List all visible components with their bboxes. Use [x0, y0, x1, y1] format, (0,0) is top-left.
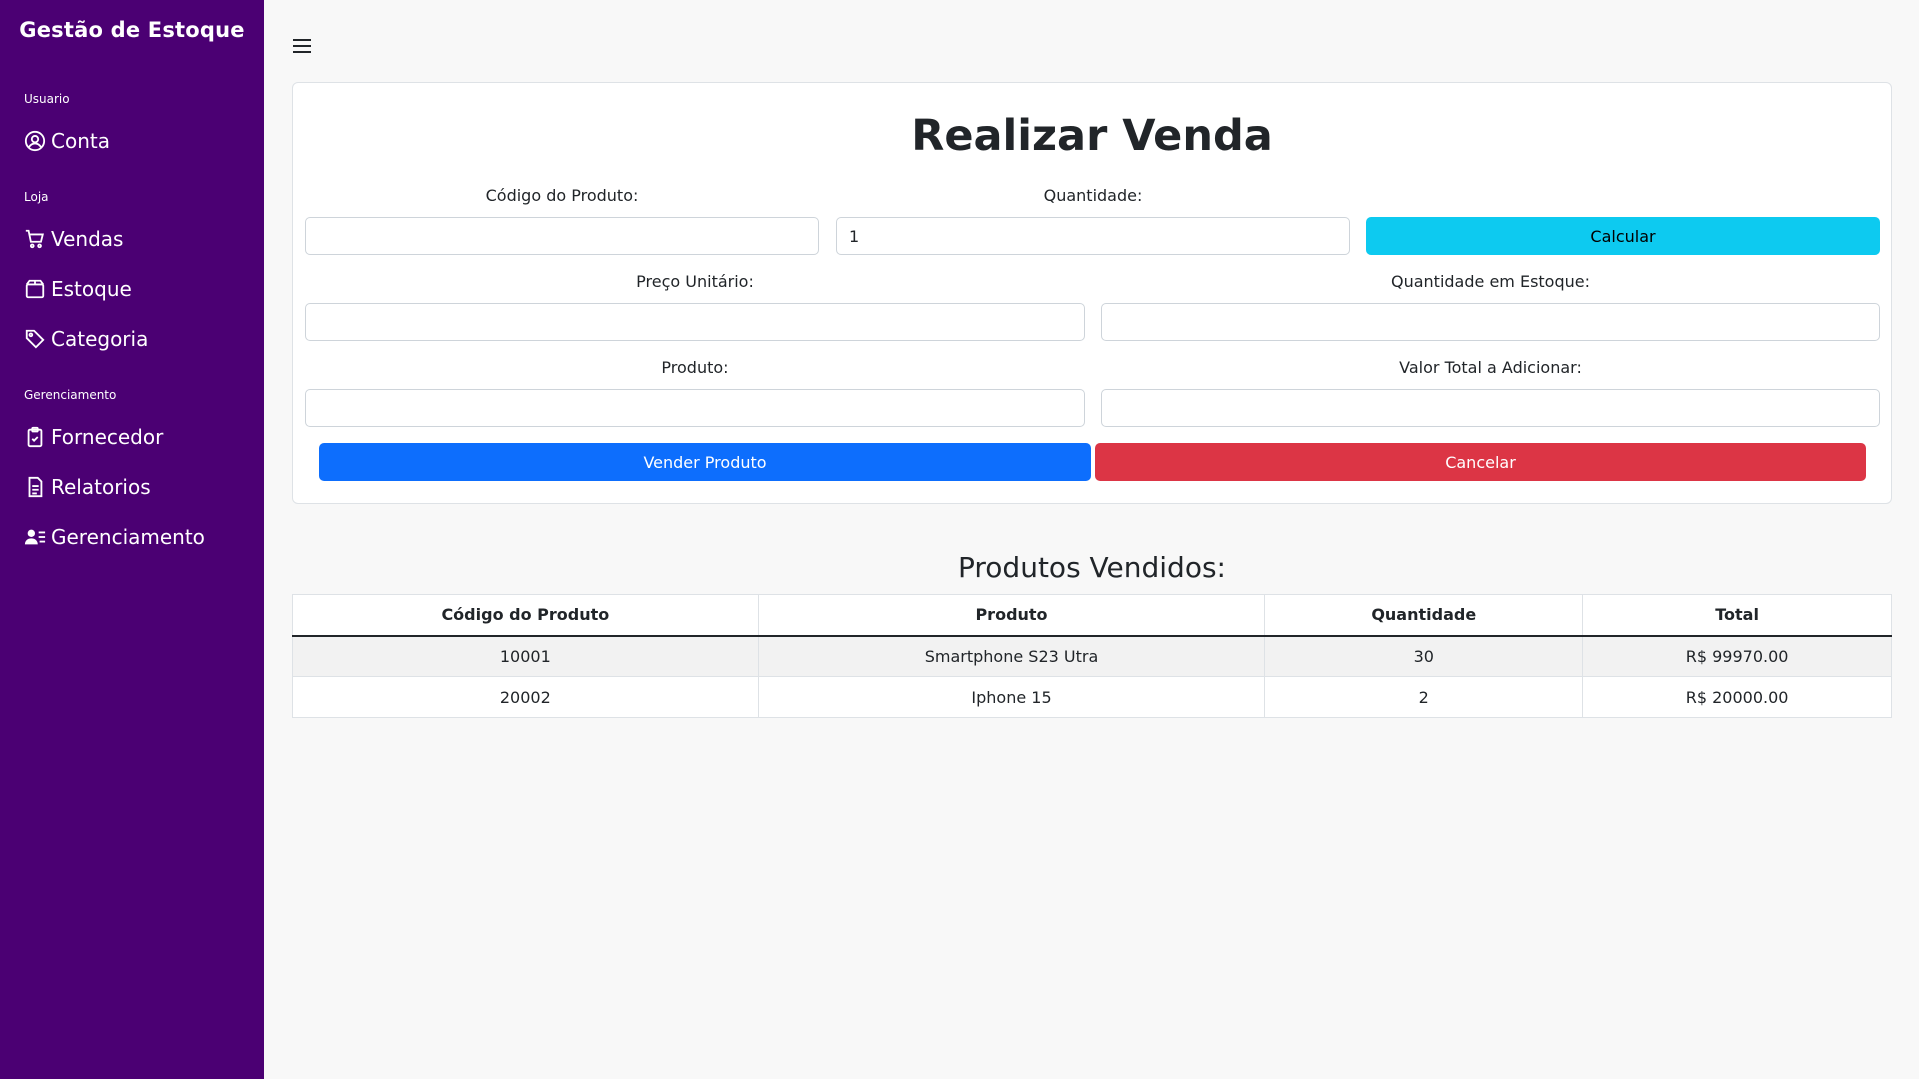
- codigo-input[interactable]: [305, 217, 819, 255]
- sidebar-item-label: Relatorios: [51, 475, 151, 499]
- sidebar-item-categoria[interactable]: Categoria: [24, 322, 148, 356]
- table-cell: Smartphone S23 Utra: [757, 635, 1266, 677]
- sidebar: Gestão de Estoque Usuario Conta Loja Ven…: [0, 0, 264, 1079]
- calcular-button[interactable]: Calcular: [1366, 217, 1880, 255]
- sold-products-table: Código do Produto Produto Quantidade Tot…: [292, 594, 1892, 718]
- column-header: Total: [1582, 594, 1892, 637]
- document-icon: [28, 476, 43, 498]
- sidebar-item-label: Gerenciamento: [51, 525, 205, 549]
- preco-label: Preço Unitário:: [636, 272, 754, 291]
- table-cell: 2: [1264, 676, 1584, 718]
- codigo-label: Código do Produto:: [485, 186, 639, 205]
- sold-products-title: Produtos Vendidos:: [958, 551, 1226, 584]
- table-row: 10001 Smartphone S23 Utra 30 R$ 99970.00: [292, 635, 1892, 677]
- cancelar-button[interactable]: Cancelar: [1095, 443, 1866, 481]
- valor-total-label: Valor Total a Adicionar:: [1399, 358, 1582, 377]
- table-cell: R$ 99970.00: [1582, 635, 1892, 677]
- sidebar-item-conta[interactable]: Conta: [24, 124, 110, 158]
- sidebar-item-label: Fornecedor: [51, 425, 164, 449]
- table-cell: 10001: [292, 635, 759, 677]
- sidebar-item-estoque[interactable]: Estoque: [24, 272, 132, 306]
- vender-produto-button[interactable]: Vender Produto: [319, 443, 1091, 481]
- sidebar-item-label: Categoria: [51, 327, 149, 351]
- produto-label: Produto:: [661, 358, 729, 377]
- sidebar-item-relatorios[interactable]: Relatorios: [24, 470, 151, 504]
- produto-input[interactable]: [305, 389, 1085, 427]
- quantidade-label: Quantidade:: [1043, 186, 1143, 205]
- box-icon: [25, 279, 45, 299]
- estoque-label: Quantidade em Estoque:: [1391, 272, 1590, 291]
- valor-total-input[interactable]: [1101, 389, 1880, 427]
- estoque-input[interactable]: [1101, 303, 1880, 341]
- section-label-loja: Loja: [24, 190, 49, 204]
- sidebar-item-vendas[interactable]: Vendas: [24, 222, 123, 256]
- brand-title: Gestão de Estoque: [19, 18, 245, 42]
- sidebar-item-gerenciamento[interactable]: Gerenciamento: [24, 520, 205, 554]
- table-cell: R$ 20000.00: [1582, 676, 1892, 718]
- preco-input[interactable]: [305, 303, 1085, 341]
- quantidade-input[interactable]: [836, 217, 1350, 255]
- table-cell: 30: [1264, 635, 1584, 677]
- menu-icon[interactable]: [290, 34, 314, 58]
- table-row: 20002 Iphone 15 2 R$ 20000.00: [292, 676, 1892, 718]
- column-header: Quantidade: [1264, 594, 1584, 637]
- section-label-gerenciamento: Gerenciamento: [24, 388, 117, 402]
- table-header-row: Código do Produto Produto Quantidade Tot…: [292, 594, 1892, 637]
- user-list-icon: [24, 529, 46, 545]
- table-cell: Iphone 15: [757, 676, 1266, 718]
- sidebar-item-fornecedor[interactable]: Fornecedor: [24, 420, 163, 454]
- section-label-usuario: Usuario: [24, 92, 70, 106]
- sidebar-item-label: Vendas: [51, 227, 124, 251]
- tag-icon: [25, 329, 45, 349]
- cart-icon: [25, 229, 44, 249]
- table-cell: 20002: [292, 676, 759, 718]
- page-title: Realizar Venda: [911, 111, 1273, 161]
- column-header: Código do Produto: [292, 594, 759, 637]
- clipboard-check-icon: [27, 426, 43, 448]
- user-circle-icon: [24, 130, 46, 152]
- sale-form-card: Realizar Venda Código do Produto: Quanti…: [292, 82, 1892, 504]
- column-header: Produto: [757, 594, 1266, 637]
- sidebar-item-label: Estoque: [51, 277, 132, 301]
- sidebar-item-label: Conta: [51, 129, 110, 153]
